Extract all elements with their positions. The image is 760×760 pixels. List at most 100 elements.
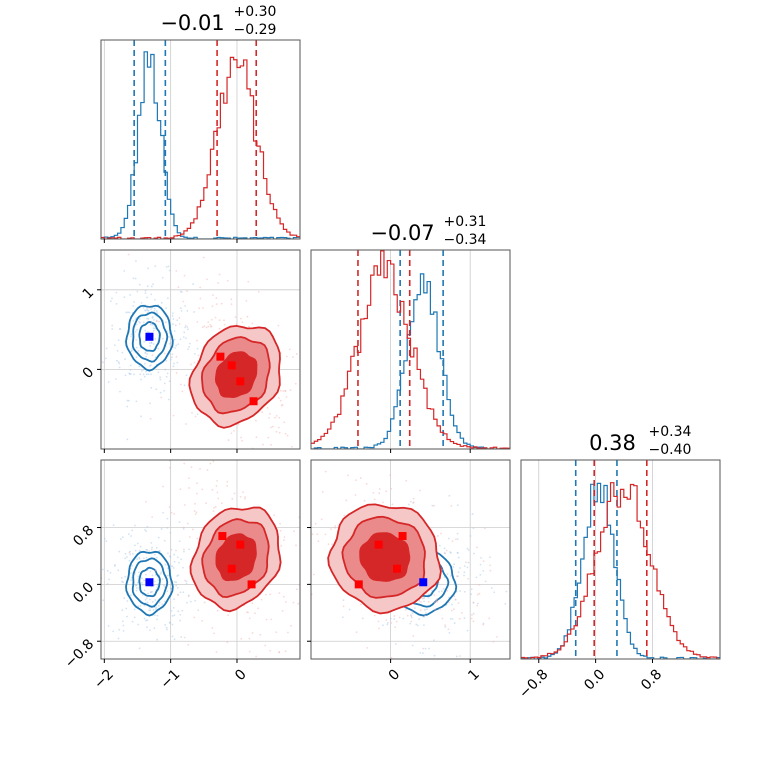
sample-point-0 bbox=[129, 373, 132, 376]
sample-point-0 bbox=[140, 378, 142, 381]
sample-point-0 bbox=[197, 609, 200, 612]
sample-point-0 bbox=[196, 347, 199, 350]
marker-series-1 bbox=[227, 564, 236, 573]
sample-point-0 bbox=[137, 571, 140, 574]
sample-point-0 bbox=[466, 566, 469, 569]
sample-point-1 bbox=[283, 536, 286, 538]
sample-point-1 bbox=[214, 505, 217, 508]
sample-point-1 bbox=[263, 497, 265, 499]
sample-point-1 bbox=[281, 610, 284, 612]
sample-point-1 bbox=[151, 354, 154, 357]
sample-point-0 bbox=[147, 592, 150, 595]
contour-series-0-level-1 bbox=[131, 557, 169, 608]
sample-point-1 bbox=[184, 324, 187, 327]
sample-point-0 bbox=[431, 504, 434, 507]
sample-point-0 bbox=[144, 598, 147, 601]
sample-point-1 bbox=[422, 597, 425, 600]
histogram-series-1 bbox=[101, 56, 300, 239]
sample-point-0 bbox=[185, 337, 187, 340]
sample-point-0 bbox=[136, 558, 139, 561]
sample-point-1 bbox=[227, 439, 230, 442]
sample-point-0 bbox=[104, 357, 107, 360]
sample-point-0 bbox=[116, 359, 118, 362]
sample-point-0 bbox=[147, 309, 150, 312]
sample-point-0 bbox=[165, 360, 168, 362]
sample-point-1 bbox=[271, 425, 274, 428]
sample-point-0 bbox=[173, 553, 176, 556]
sample-point-1 bbox=[472, 620, 475, 623]
sample-point-1 bbox=[255, 655, 258, 658]
panel-content bbox=[311, 250, 510, 449]
sample-point-0 bbox=[457, 571, 460, 574]
sample-point-0 bbox=[149, 629, 151, 632]
sample-point-0 bbox=[176, 556, 179, 559]
sample-point-0 bbox=[106, 569, 109, 572]
sample-point-1 bbox=[484, 527, 486, 530]
sample-point-1 bbox=[183, 504, 186, 506]
sample-point-1 bbox=[184, 579, 186, 582]
sample-point-0 bbox=[122, 629, 125, 632]
sample-point-0 bbox=[124, 374, 127, 377]
sample-point-1 bbox=[193, 361, 196, 364]
sample-point-1 bbox=[324, 470, 327, 473]
sample-point-0 bbox=[145, 573, 147, 576]
sample-point-1 bbox=[282, 390, 285, 392]
sample-point-0 bbox=[156, 638, 159, 641]
sample-point-1 bbox=[404, 608, 407, 611]
sample-point-0 bbox=[177, 610, 180, 613]
sample-point-0 bbox=[424, 612, 427, 614]
sample-point-1 bbox=[150, 548, 153, 551]
sample-point-0 bbox=[121, 580, 123, 583]
sample-point-0 bbox=[109, 571, 112, 574]
sample-point-0 bbox=[114, 563, 116, 566]
sample-point-1 bbox=[410, 620, 413, 623]
sample-point-0 bbox=[389, 617, 392, 620]
sample-point-1 bbox=[327, 543, 330, 546]
sample-point-0 bbox=[425, 608, 428, 611]
sample-point-1 bbox=[183, 274, 186, 277]
sample-point-0 bbox=[178, 521, 181, 524]
sample-point-0 bbox=[186, 326, 189, 328]
sample-point-0 bbox=[140, 301, 143, 304]
sample-point-0 bbox=[170, 548, 173, 551]
sample-point-1 bbox=[248, 325, 250, 328]
sample-point-0 bbox=[178, 540, 181, 543]
sample-point-0 bbox=[134, 544, 136, 547]
sample-point-1 bbox=[177, 593, 179, 596]
sample-point-1 bbox=[215, 651, 218, 654]
sample-point-0 bbox=[182, 527, 185, 530]
sample-point-0 bbox=[183, 384, 186, 387]
sample-point-0 bbox=[137, 575, 140, 578]
sample-point-0 bbox=[131, 620, 134, 623]
histogram-series-0 bbox=[311, 273, 510, 449]
sample-point-0 bbox=[436, 535, 439, 537]
sample-point-0 bbox=[134, 260, 137, 263]
sample-point-0 bbox=[158, 601, 161, 604]
sample-point-0 bbox=[129, 368, 132, 371]
sample-point-0 bbox=[157, 604, 160, 607]
sample-point-0 bbox=[187, 348, 189, 351]
sample-point-1 bbox=[268, 413, 271, 415]
sample-point-1 bbox=[433, 504, 435, 507]
sample-point-0 bbox=[118, 550, 121, 553]
sample-point-1 bbox=[209, 446, 211, 448]
sample-point-1 bbox=[436, 600, 439, 603]
sample-point-0 bbox=[150, 386, 153, 389]
sample-point-0 bbox=[142, 373, 145, 376]
sample-point-0 bbox=[470, 593, 473, 596]
sample-point-0 bbox=[408, 503, 410, 506]
sample-point-0 bbox=[453, 622, 456, 624]
sample-point-1 bbox=[453, 608, 455, 611]
sample-point-0 bbox=[124, 358, 126, 360]
marker-series-0 bbox=[419, 578, 428, 587]
sample-point-1 bbox=[284, 601, 287, 603]
sample-point-1 bbox=[218, 319, 221, 322]
sample-point-1 bbox=[215, 297, 218, 299]
sample-point-0 bbox=[176, 586, 179, 589]
sample-point-1 bbox=[461, 612, 463, 614]
sample-point-0 bbox=[138, 549, 141, 552]
sample-point-1 bbox=[496, 635, 498, 638]
sample-point-1 bbox=[294, 488, 296, 490]
contour-series-0-level-0 bbox=[125, 304, 174, 372]
sample-point-0 bbox=[169, 556, 172, 559]
